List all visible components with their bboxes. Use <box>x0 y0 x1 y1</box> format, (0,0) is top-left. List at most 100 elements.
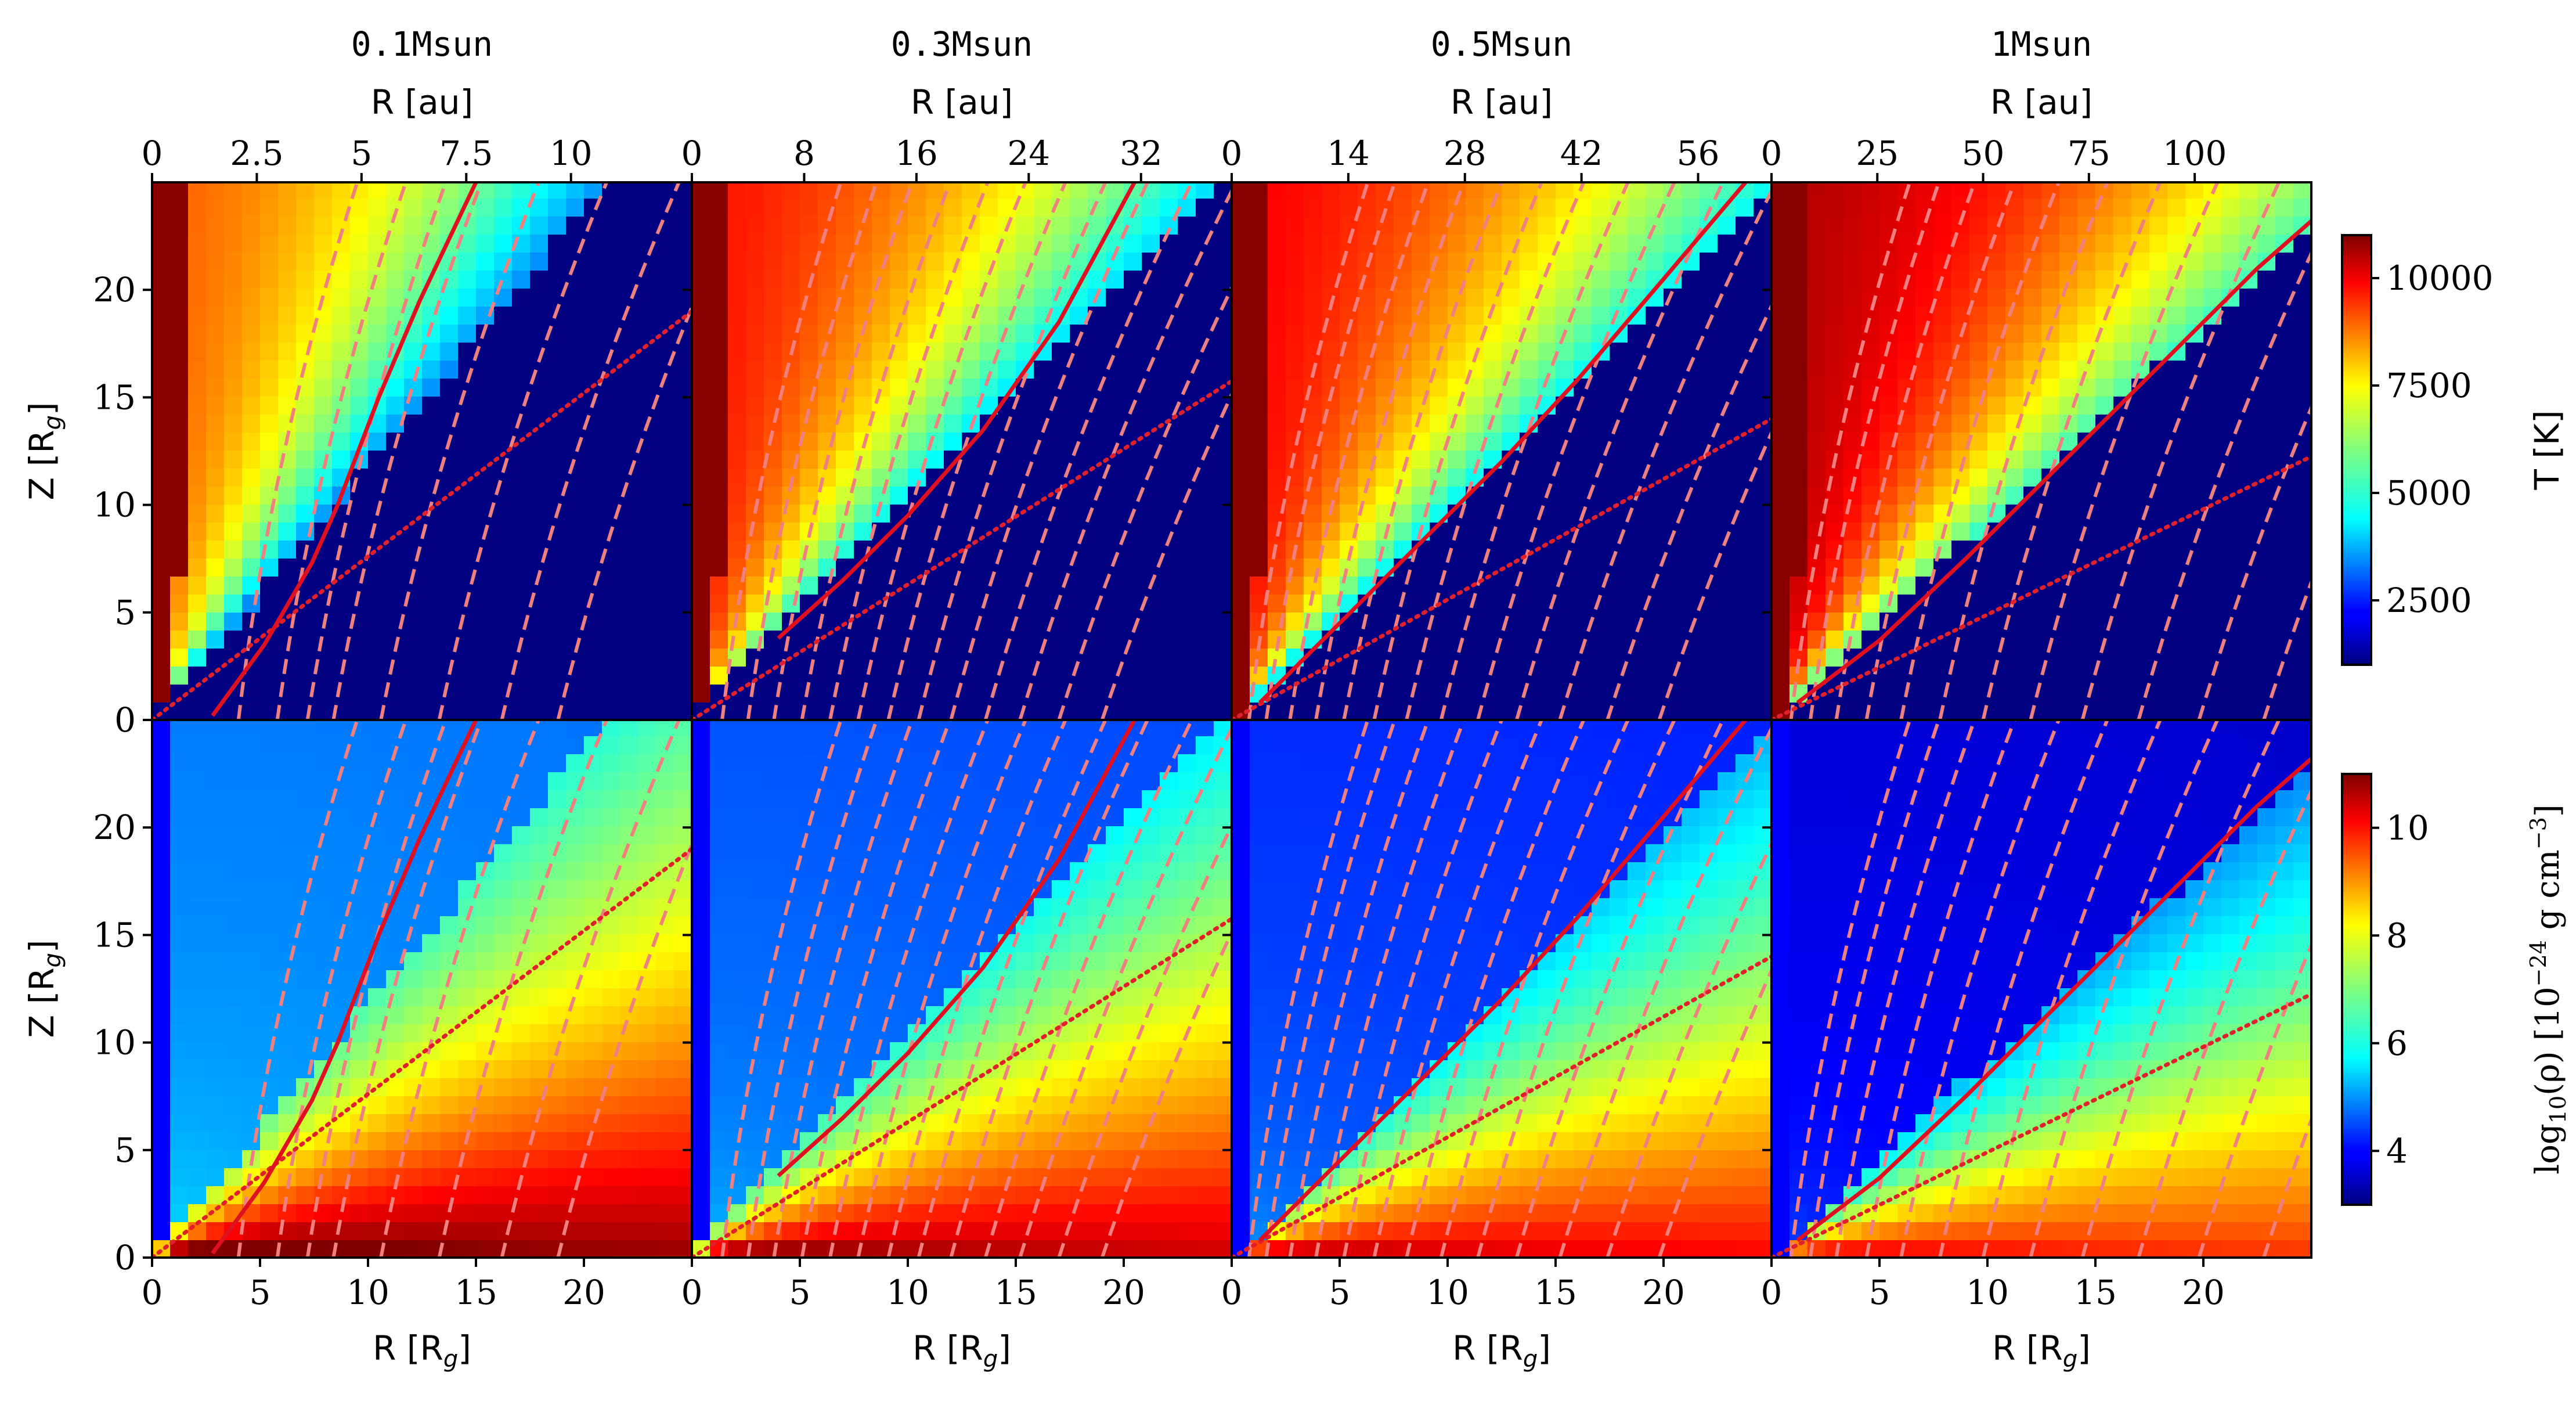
heatmap-cell <box>188 898 207 916</box>
heatmap-cell <box>998 486 1016 505</box>
heatmap-cell <box>206 970 225 988</box>
heatmap-cell <box>728 182 746 199</box>
heatmap-cell <box>1772 342 1790 361</box>
heatmap-cell <box>728 898 746 916</box>
heatmap-cell <box>1825 324 1844 343</box>
heatmap-cell <box>2293 684 2311 703</box>
heatmap-cell <box>1843 182 1862 199</box>
heatmap-cell <box>2095 270 2114 289</box>
heatmap-cell <box>1448 306 1466 325</box>
heatmap-cell <box>152 1150 171 1168</box>
heatmap-cell <box>1448 666 1466 685</box>
heatmap-cell <box>1430 540 1448 559</box>
heatmap-cell <box>476 970 495 988</box>
heatmap-cell <box>998 360 1016 379</box>
heatmap-cell <box>494 234 513 253</box>
heatmap-cell <box>2221 198 2240 217</box>
heatmap-cell <box>170 468 189 487</box>
heatmap-cell <box>890 702 908 720</box>
heatmap-cell <box>386 558 405 577</box>
heatmap-cell <box>494 396 513 415</box>
heatmap-cell <box>620 252 638 271</box>
heatmap-cell <box>1394 684 1412 703</box>
heatmap-cell <box>1484 378 1502 397</box>
heatmap-cell <box>350 468 369 487</box>
heatmap-cell <box>1825 702 1844 720</box>
heatmap-cell <box>2167 182 2186 199</box>
heatmap-cell <box>2005 216 2024 235</box>
heatmap-cell <box>1268 234 1286 253</box>
heatmap-cell <box>1340 558 1358 577</box>
heatmap-cell <box>2257 270 2276 289</box>
heatmap-cell <box>260 198 279 217</box>
heatmap-cell <box>1664 576 1682 595</box>
heatmap-cell <box>2239 558 2258 577</box>
heatmap-cell <box>1718 684 1736 703</box>
heatmap-cell <box>206 1114 225 1132</box>
heatmap-cell <box>944 324 962 343</box>
heatmap-cell <box>1718 702 1736 720</box>
heatmap-cell <box>224 504 243 523</box>
heatmap-cell <box>656 414 674 433</box>
heatmap-cell <box>2131 612 2150 631</box>
heatmap-cell <box>494 342 513 361</box>
heatmap-cell <box>854 252 872 271</box>
heatmap-cell <box>620 1078 638 1096</box>
heatmap-cell <box>566 988 585 1006</box>
heatmap-cell <box>188 1114 207 1132</box>
heatmap-cell <box>908 522 926 541</box>
heatmap-cell <box>1322 540 1340 559</box>
heatmap-cell <box>890 612 908 631</box>
heatmap-cell <box>674 1114 692 1132</box>
heatmap-cell <box>260 216 279 235</box>
heatmap-cell <box>728 1240 746 1258</box>
heatmap-cell <box>2131 324 2150 343</box>
heatmap-cell <box>2113 342 2132 361</box>
heatmap-cell <box>2167 684 2186 703</box>
heatmap-cell <box>494 414 513 433</box>
top-tick-label: 32 <box>1120 134 1163 173</box>
heatmap-cell <box>1250 378 1268 397</box>
heatmap-cell <box>1466 504 1484 523</box>
heatmap-cell <box>2077 540 2096 559</box>
heatmap-cell <box>1196 540 1214 559</box>
heatmap-cell <box>1160 270 1178 289</box>
heatmap-cell <box>1178 234 1196 253</box>
heatmap-cell <box>2167 486 2186 505</box>
heatmap-cell <box>1034 182 1052 199</box>
heatmap-cell <box>728 826 746 844</box>
heatmap-cell <box>152 378 171 397</box>
heatmap-cell <box>1088 432 1106 451</box>
heatmap-cell <box>1016 702 1034 720</box>
heatmap-cell <box>1412 468 1430 487</box>
heatmap-cell <box>260 288 279 307</box>
heatmap-cell <box>566 558 585 577</box>
heatmap-cell <box>2095 342 2114 361</box>
heatmap-cell <box>224 182 243 199</box>
heatmap-cell <box>152 934 171 952</box>
heatmap-cell <box>782 844 800 862</box>
heatmap-cell <box>458 970 477 988</box>
heatmap-cell <box>1610 576 1628 595</box>
heatmap-cell <box>1052 522 1070 541</box>
heatmap-cell <box>620 360 638 379</box>
heatmap-cell <box>1052 234 1070 253</box>
heatmap-cell <box>908 432 926 451</box>
heatmap-cell <box>1322 576 1340 595</box>
heatmap-cell <box>1790 306 1808 325</box>
heatmap-cell <box>260 772 279 790</box>
heatmap-cell <box>1951 288 1970 307</box>
heatmap-cell <box>1430 684 1448 703</box>
heatmap-cell <box>1951 684 1970 703</box>
heatmap-cell <box>1052 360 1070 379</box>
heatmap-cell <box>1232 504 1250 523</box>
heatmap-cell <box>710 826 728 844</box>
heatmap-cell <box>2023 486 2042 505</box>
heatmap-cell <box>710 540 728 559</box>
heatmap-cell <box>2239 324 2258 343</box>
heatmap-cell <box>2221 306 2240 325</box>
heatmap-cell <box>278 702 297 720</box>
heatmap-cell <box>548 182 567 199</box>
heatmap-cell <box>314 736 333 754</box>
heatmap-cell <box>872 666 890 685</box>
